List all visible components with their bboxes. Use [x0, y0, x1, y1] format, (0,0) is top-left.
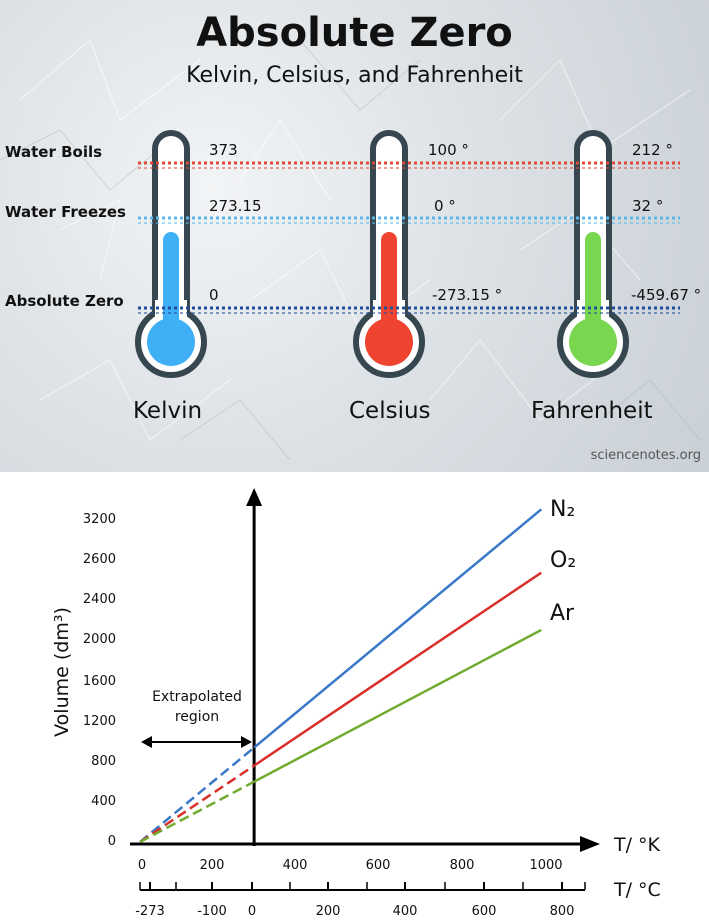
row-label-absolute-zero: Absolute Zero: [5, 292, 124, 310]
celsius-freeze-value: 0 °: [434, 197, 456, 215]
celsius-tick-label: 400: [393, 904, 418, 919]
extrapolated-arrow-left: [141, 736, 152, 748]
y-axis-label: Volume (dm³): [51, 607, 73, 737]
fahrenheit-fill: [585, 232, 601, 332]
row-label-water-freezes: Water Freezes: [5, 203, 126, 221]
series-extrapolated-segment: [139, 746, 255, 843]
celsius-tick-label: 600: [472, 904, 497, 919]
kelvin-fill: [163, 232, 179, 332]
series-label: Ar: [550, 601, 575, 626]
kelvin-bulb: [147, 318, 195, 366]
y-tick-label: 400: [91, 794, 116, 809]
series-line: [253, 628, 542, 783]
celsius-tick-label: 200: [316, 904, 341, 919]
celsius-bulb: [365, 318, 413, 366]
celsius-axis-label: T/ °C: [613, 879, 661, 901]
kelvin-tick-label: 0: [138, 858, 146, 873]
fahrenheit-freeze-value: 32 °: [632, 197, 664, 215]
series-label: N₂: [550, 497, 575, 522]
fahrenheit-boil-value: 212 °: [632, 141, 673, 159]
kelvin-axis-arrowhead: [580, 836, 600, 852]
celsius-tick-label: -273: [135, 904, 165, 919]
y-tick-label: 1600: [83, 674, 116, 689]
vertical-axis-arrowhead: [246, 488, 263, 506]
celsius-zero-value: -273.15 °: [432, 286, 503, 304]
kelvin-zero-value: 0: [209, 286, 219, 304]
page-title: Absolute Zero: [196, 10, 513, 56]
celsius-boil-value: 100 °: [428, 141, 469, 159]
celsius-tick-label: 800: [550, 904, 575, 919]
y-tick-label: 3200: [83, 512, 116, 527]
row-label-water-boils: Water Boils: [5, 143, 103, 161]
series-line: [253, 571, 542, 767]
frost-background: [0, 38, 701, 461]
kelvin-tick-label: 1000: [529, 858, 562, 873]
y-tick-label: 2000: [83, 632, 116, 647]
annotation-line-2: region: [175, 709, 219, 725]
extrapolated-arrow-right: [241, 736, 252, 748]
fahrenheit-bulb: [569, 318, 617, 366]
thermometers-graphic: [135, 130, 680, 378]
credit-text: sciencenotes.org: [590, 448, 701, 463]
scale-name-kelvin: Kelvin: [133, 398, 203, 424]
y-tick-label: 800: [91, 754, 116, 769]
scale-name-fahrenheit: Fahrenheit: [531, 398, 653, 424]
fahrenheit-zero-value: -459.67 °: [631, 286, 702, 304]
kelvin-tick-label: 200: [200, 858, 225, 873]
absolute-zero-infographic: Absolute Zero Kelvin, Celsius, and Fahre…: [0, 0, 709, 472]
kelvin-tick-label: 600: [366, 858, 391, 873]
celsius-tick-label: 0: [248, 904, 256, 919]
thermometer-celsius: [353, 130, 425, 378]
thermometer-kelvin: [135, 130, 207, 378]
series-extrapolated-segment: [139, 780, 255, 844]
kelvin-boil-value: 373: [209, 141, 238, 159]
kelvin-tick-label: 400: [283, 858, 308, 873]
charles-law-chart-panel: 0 400 800 1200 1600 2000 2400 2600 3200 Volume (d…: [0, 472, 709, 923]
thermometer-fahrenheit: [557, 130, 629, 378]
series-line: [253, 508, 543, 749]
y-tick-label: 0: [108, 834, 116, 849]
series-label: O₂: [550, 548, 576, 573]
celsius-tick-label: -100: [197, 904, 227, 919]
y-tick-label: 2600: [83, 552, 116, 567]
celsius-fill: [381, 232, 397, 332]
y-tick-label: 2400: [83, 592, 116, 607]
y-tick-label: 1200: [83, 714, 116, 729]
scale-name-celsius: Celsius: [349, 398, 431, 424]
page-subtitle: Kelvin, Celsius, and Fahrenheit: [186, 63, 523, 88]
kelvin-tick-label: 800: [450, 858, 475, 873]
kelvin-freeze-value: 273.15: [209, 197, 262, 215]
series-extrapolated-segment: [139, 764, 255, 844]
annotation-line-1: Extrapolated: [152, 689, 242, 705]
kelvin-axis-label: T/ °K: [613, 834, 661, 856]
